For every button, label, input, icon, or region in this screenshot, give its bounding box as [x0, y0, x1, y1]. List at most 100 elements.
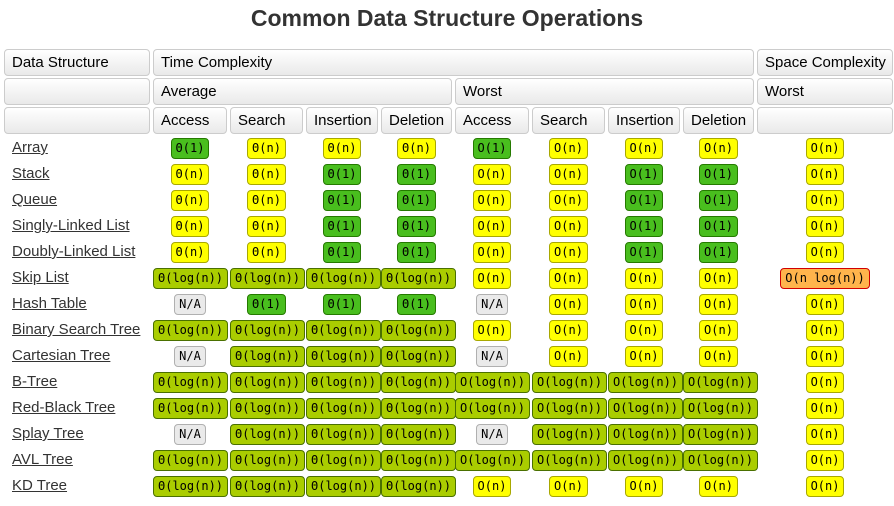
complexity-pill: Θ(log(n))	[381, 397, 457, 419]
data-structure-name-cell: Cartesian Tree	[4, 344, 150, 368]
complexity-pill: O(log(n))	[683, 397, 759, 419]
complexity-cell: Θ(log(n))	[381, 266, 457, 290]
complexity-cell: O(n)	[532, 214, 605, 238]
data-structure-link[interactable]: Cartesian Tree	[12, 347, 111, 364]
complexity-pill: O(n)	[549, 293, 588, 315]
complexity-cell: O(n)	[757, 370, 893, 394]
complexity-pill: Θ(1)	[322, 163, 362, 185]
complexity-cell: O(n)	[455, 318, 529, 342]
complexity-cell: Θ(log(n))	[153, 318, 229, 342]
data-structure-link[interactable]: B-Tree	[12, 373, 58, 390]
complexity-cell: Θ(1)	[153, 136, 227, 160]
complexity-pill: O(n)	[549, 241, 588, 263]
complexity-pill: Θ(n)	[170, 163, 210, 185]
complexity-cell: Θ(log(n))	[306, 448, 382, 472]
complexity-pill: O(n)	[549, 215, 588, 237]
complexity-cell: O(n)	[683, 474, 754, 498]
complexity-pill: O(n)	[805, 475, 845, 497]
complexity-cell: O(n)	[532, 318, 605, 342]
complexity-pill: O(log(n))	[608, 449, 684, 471]
complexity-cell: O(n)	[757, 188, 893, 212]
table-row: KD Tree Θ(log(n)) Θ(log(n)) Θ(log(n)) Θ(log…	[4, 474, 893, 498]
complexity-cell: Θ(log(n))	[153, 266, 229, 290]
complexity-pill: O(n)	[549, 163, 588, 185]
data-structure-link[interactable]: AVL Tree	[12, 451, 73, 468]
complexity-pill: O(n)	[805, 397, 845, 419]
complexity-pill: O(n)	[805, 189, 845, 211]
complexity-cell: O(n)	[608, 474, 680, 498]
complexity-pill: O(n)	[699, 345, 738, 367]
complexity-cell: Θ(1)	[381, 214, 452, 238]
complexity-cell: O(1)	[608, 240, 680, 264]
complexity-pill: O(n)	[805, 215, 845, 237]
complexity-pill: O(log(n))	[532, 449, 608, 471]
complexity-cell: N/A	[455, 292, 529, 316]
data-structure-link[interactable]: Binary Search Tree	[12, 321, 141, 338]
complexity-cell: N/A	[455, 344, 529, 368]
data-structure-link[interactable]: Splay Tree	[12, 425, 84, 442]
complexity-cell: Θ(log(n))	[306, 474, 382, 498]
complexity-pill: Θ(1)	[397, 163, 436, 185]
complexity-cell: Θ(n)	[153, 162, 227, 186]
complexity-pill: Θ(log(n))	[306, 423, 382, 445]
data-structure-link[interactable]: Array	[12, 139, 48, 156]
complexity-cell: O(log(n))	[683, 448, 759, 472]
complexity-pill: Θ(log(n))	[306, 345, 382, 367]
complexity-pill: Θ(n)	[247, 215, 286, 237]
table-row: Cartesian Tree N/A Θ(log(n)) Θ(log(n)) Θ(lo…	[4, 344, 893, 368]
data-structure-link[interactable]: KD Tree	[12, 477, 68, 494]
complexity-cell: O(log(n))	[608, 370, 684, 394]
complexity-cell: Θ(n)	[230, 188, 303, 212]
complexity-pill: N/A	[174, 345, 206, 367]
header-op-insertion-average: Insertion	[306, 107, 378, 134]
complexity-pill: O(n)	[699, 137, 738, 159]
data-structure-name-cell: Hash Table	[4, 292, 150, 316]
complexity-pill: Θ(log(n))	[230, 475, 306, 497]
table-row: Array Θ(1) Θ(n) Θ(n) Θ(n) O(1) O(n) O(n) O(n) O(…	[4, 136, 893, 160]
complexity-cell: O(n)	[757, 474, 893, 498]
complexity-pill: O(n)	[472, 319, 512, 341]
header-row-cases: Average Worst Worst	[4, 78, 894, 105]
complexity-cell: O(log(n))	[683, 370, 759, 394]
data-structure-link[interactable]: Hash Table	[12, 295, 87, 312]
complexity-cell: O(n)	[683, 344, 754, 368]
complexity-pill: Θ(n)	[322, 137, 362, 159]
header-row-operations: Access Search Insertion Deletion Access …	[4, 107, 894, 134]
complexity-cell: Θ(log(n))	[306, 266, 382, 290]
complexity-pill: Θ(log(n))	[381, 449, 457, 471]
complexity-cell: Θ(1)	[306, 214, 378, 238]
data-structure-link[interactable]: Doubly-Linked List	[12, 243, 136, 260]
complexity-cell: O(n)	[532, 240, 605, 264]
complexity-pill: O(1)	[699, 189, 738, 211]
complexity-pill: O(n)	[549, 137, 588, 159]
complexity-pill: N/A	[476, 423, 508, 445]
complexity-pill: Θ(log(n))	[153, 449, 229, 471]
complexity-pill: Θ(n)	[170, 241, 210, 263]
complexity-pill: O(n)	[472, 475, 512, 497]
complexity-pill: Θ(1)	[170, 137, 210, 159]
data-structure-link[interactable]: Stack	[12, 165, 50, 182]
complexity-pill: Θ(n)	[397, 137, 436, 159]
complexity-cell: O(log(n))	[455, 370, 531, 394]
complexity-pill: O(n)	[472, 215, 512, 237]
complexity-pill: O(1)	[699, 215, 738, 237]
complexity-cell: Θ(n)	[230, 162, 303, 186]
complexity-cell: O(log(n))	[532, 396, 608, 420]
complexity-cell: Θ(log(n))	[230, 344, 306, 368]
data-structure-link[interactable]: Skip List	[12, 269, 69, 286]
complexity-pill: Θ(log(n))	[230, 267, 306, 289]
complexity-pill: O(n log(n))	[780, 267, 870, 289]
complexity-cell: O(n)	[757, 396, 893, 420]
data-structure-link[interactable]: Queue	[12, 191, 58, 208]
data-structure-link[interactable]: Singly-Linked List	[12, 217, 130, 234]
table-row: AVL Tree Θ(log(n)) Θ(log(n)) Θ(log(n)) Θ(lo…	[4, 448, 893, 472]
table-row: B-Tree Θ(log(n)) Θ(log(n)) Θ(log(n)) Θ(log(…	[4, 370, 893, 394]
data-structure-link[interactable]: Red-Black Tree	[12, 399, 116, 416]
complexity-pill: Θ(log(n))	[381, 371, 457, 393]
complexity-pill: Θ(1)	[322, 215, 362, 237]
complexity-cell: Θ(1)	[381, 292, 452, 316]
complexity-cell: O(n)	[683, 292, 754, 316]
table-row: Hash Table N/A Θ(1) Θ(1) Θ(1) N/A O(n) O(n) O(n…	[4, 292, 893, 316]
complexity-cell: Θ(1)	[230, 292, 303, 316]
complexity-cell: Θ(n)	[230, 136, 303, 160]
